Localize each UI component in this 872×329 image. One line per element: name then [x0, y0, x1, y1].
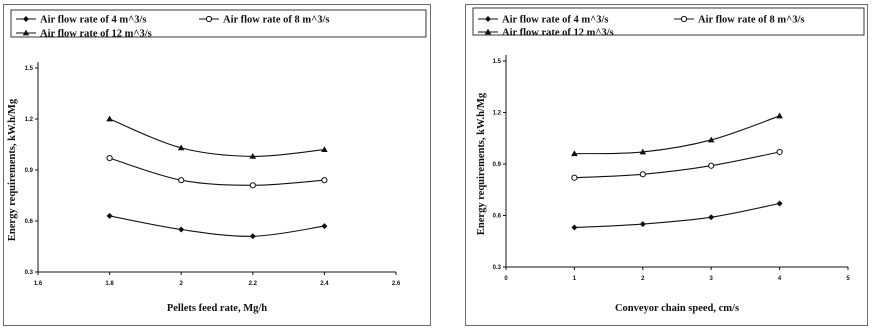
series-group: [106, 212, 328, 240]
x-tick-label: 1: [573, 276, 577, 282]
data-point: [571, 174, 578, 181]
data-point: [178, 226, 185, 233]
x-tick-label: 1.8: [105, 281, 114, 287]
legend-label: Air flow rate of 8 m^3/s: [223, 15, 330, 26]
series-line: [574, 151, 780, 179]
legend-marker: [205, 15, 213, 23]
data-point: [321, 223, 328, 230]
series-line: [109, 118, 325, 157]
x-tick-label: 3: [710, 276, 714, 282]
legend-marker: [485, 16, 491, 22]
data-point: [571, 224, 578, 231]
chart-left: Air flow rate of 4 m^3/s Air flow rate of…: [7, 9, 427, 314]
legend-label: Air flow rate of 8 m^3/s: [698, 15, 805, 26]
legend-marker: [680, 15, 688, 23]
y-tick-label: 1.2: [493, 111, 502, 117]
series-group: [106, 115, 328, 159]
legend-entry: Air flow rate of 4 m^3/s: [16, 15, 147, 26]
y-axis-label: Energy requirements, kW.h/Mg: [476, 92, 487, 235]
legend-entry: Air flow rate of 8 m^3/s: [674, 15, 805, 26]
legend-box: [10, 9, 427, 38]
x-tick-label: 2.6: [392, 281, 401, 287]
legend-label: Air flow rate of 4 m^3/s: [502, 15, 609, 26]
data-point: [708, 162, 715, 169]
series-line: [109, 157, 325, 186]
legend-marker: [484, 28, 492, 35]
y-tick-label: 0.9: [25, 168, 34, 174]
data-point: [249, 153, 257, 159]
data-point: [639, 221, 646, 228]
y-tick-label: 0.9: [493, 162, 502, 168]
data-point: [321, 146, 328, 152]
y-axis-label: Energy requirements, kW.h/Mg: [7, 98, 18, 241]
chart-panel-right: Air flow rate of 4 m^3/s Air flow rate of…: [465, 4, 868, 326]
data-point: [249, 182, 256, 189]
legend-marker: [22, 29, 30, 36]
data-point: [177, 144, 185, 151]
x-tick-label: 2.2: [249, 281, 258, 287]
y-tick-label: 0.3: [493, 265, 502, 271]
data-point: [178, 177, 185, 184]
data-point: [639, 148, 647, 155]
y-tick-label: 0.3: [25, 270, 34, 276]
legend-entry: Air flow rate of 4 m^3/s: [478, 15, 609, 26]
data-point: [321, 177, 328, 184]
data-point: [776, 112, 783, 119]
x-tick-label: 1.6: [34, 281, 43, 287]
data-point: [106, 212, 113, 219]
x-tick-label: 2: [641, 276, 645, 282]
chart-panel-left: Air flow rate of 4 m^3/s Air flow rate of…: [3, 4, 431, 326]
chart-right: Air flow rate of 4 m^3/s Air flow rate of…: [472, 7, 865, 314]
series-line: [574, 202, 780, 229]
x-axis-label: Pellets feed rate, Mg/h: [167, 303, 267, 314]
data-point: [639, 171, 646, 178]
legend-entry: Air flow rate of 8 m^3/s: [199, 15, 330, 26]
x-axis-label: Conveyor chain speed, cm/s: [615, 303, 739, 314]
series-group: [106, 155, 328, 189]
data-point: [571, 150, 578, 157]
data-point: [106, 115, 113, 122]
x-tick-label: 2: [180, 281, 184, 287]
data-point: [249, 233, 256, 240]
data-point: [707, 136, 715, 143]
data-point: [776, 200, 783, 207]
data-point: [106, 155, 113, 162]
x-tick-label: 2.4: [320, 281, 329, 287]
x-tick-label: 4: [778, 276, 782, 282]
legend-label: Air flow rate of 4 m^3/s: [40, 15, 147, 26]
y-tick-label: 0.6: [25, 219, 34, 225]
legend-label: Air flow rate of 12 m^3/s: [502, 28, 614, 39]
x-tick-label: 0: [504, 276, 508, 282]
series-group: [571, 200, 783, 231]
series-group: [571, 148, 783, 181]
y-tick-label: 1.2: [25, 117, 34, 123]
legend-entry: Air flow rate of 12 m^3/s: [16, 29, 152, 40]
legend-label: Air flow rate of 12 m^3/s: [40, 29, 152, 40]
y-tick-label: 1.5: [493, 59, 502, 65]
legend-box: [472, 7, 865, 36]
y-tick-label: 1.5: [25, 66, 34, 72]
series-group: [571, 112, 783, 157]
data-point: [708, 214, 715, 221]
series-line: [574, 115, 780, 155]
y-tick-label: 0.6: [493, 214, 502, 220]
x-tick-label: 5: [846, 276, 850, 282]
legend-marker: [23, 16, 29, 22]
data-point: [776, 148, 783, 156]
legend-entry: Air flow rate of 12 m^3/s: [478, 28, 614, 39]
series-line: [109, 215, 325, 237]
